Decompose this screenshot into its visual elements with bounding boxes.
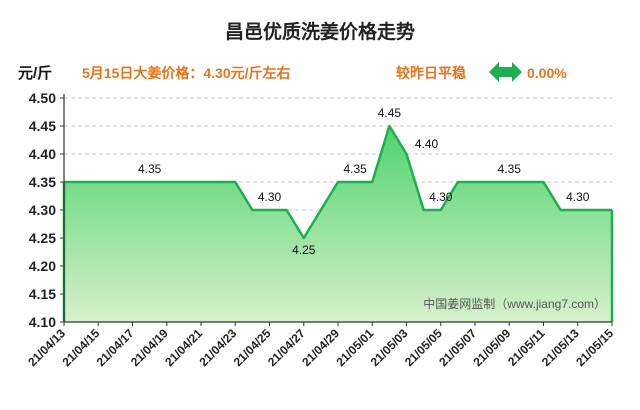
y-tick-label: 4.10 [29,314,56,330]
double-arrow-icon [489,62,522,82]
y-tick-label: 4.45 [29,118,56,134]
y-axis-ticks: 4.10 4.15 4.20 4.25 4.30 4.35 4.40 4.45 4.50 [29,90,64,330]
x-axis-ticks: 21/04/1321/04/1521/04/1721/04/1921/04/21… [25,322,616,369]
y-tick-label: 4.15 [29,286,56,302]
data-labels: 4.35 4.30 4.25 4.35 4.45 4.40 4.30 4.35 4.30 [138,106,590,257]
price-note: 5月15日大姜价格：4.30元/斤左右 [82,65,291,81]
change-percent: 0.00% [527,65,567,81]
data-label: 4.30 [566,190,590,204]
data-label: 4.35 [498,162,522,176]
chart-title: 昌邑优质洗姜价格走势 [225,20,415,43]
y-tick-label: 4.40 [29,146,56,162]
data-label: 4.35 [343,162,367,176]
area-series [62,124,614,322]
y-tick-label: 4.20 [29,258,56,274]
y-axis-unit: 元/斤 [18,65,52,82]
data-label: 4.40 [415,137,439,151]
compare-label: 较昨日平稳 [396,65,466,81]
y-tick-label: 4.35 [29,174,56,190]
data-label: 4.25 [292,243,316,257]
data-label: 4.30 [258,190,282,204]
data-label: 4.45 [378,106,402,120]
x-tick-label: 21/05/09 [470,326,513,369]
data-label: 4.30 [429,190,453,204]
watermark: 中国姜网监制（www.jiang7.com） [423,296,606,311]
y-tick-label: 4.50 [29,90,56,106]
data-label: 4.35 [138,162,162,176]
series-line [64,124,612,240]
y-tick-label: 4.25 [29,230,56,246]
y-tick-label: 4.30 [29,202,56,218]
area-fill [64,126,612,322]
x-tick-label: 21/05/15 [573,326,616,369]
